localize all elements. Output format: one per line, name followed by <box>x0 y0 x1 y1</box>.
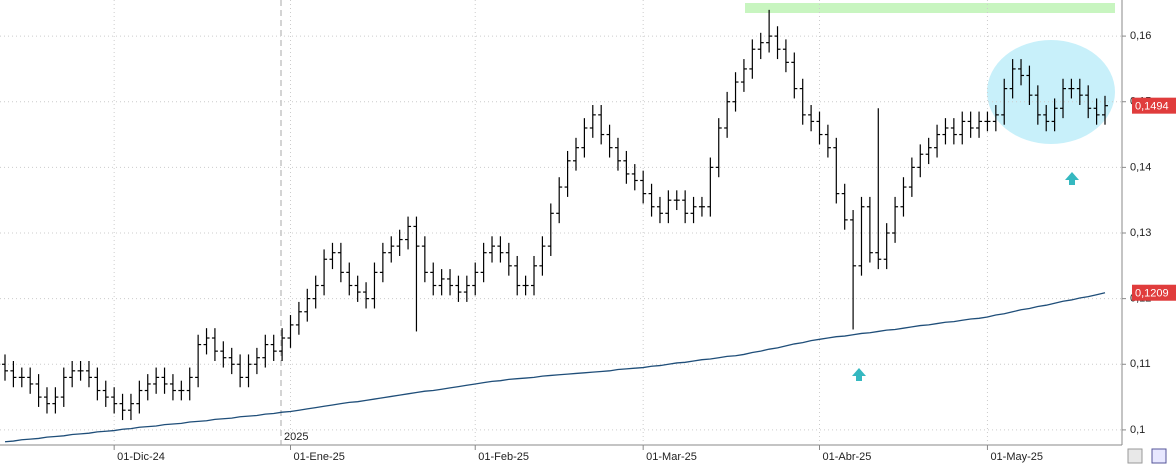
y-tick-label: 0,1 <box>1130 424 1145 436</box>
price-tag <box>1132 97 1176 114</box>
y-tick-label: 0,11 <box>1130 358 1151 370</box>
x-tick-label: 01-May-25 <box>990 451 1043 463</box>
arrow-up <box>852 368 866 381</box>
x-tick-label: 01-Feb-25 <box>478 451 529 463</box>
highlight-band <box>745 3 1115 13</box>
x-tick-label: 01-Mar-25 <box>646 451 697 463</box>
price-tag-label: 0,1494 <box>1135 101 1169 113</box>
x-tick-label: 01-Abr-25 <box>823 451 872 463</box>
y-tick-label: 0,13 <box>1130 227 1151 239</box>
y-tick-label: 0,14 <box>1130 161 1151 173</box>
highlight-ellipse <box>987 40 1115 144</box>
save-button[interactable] <box>1151 448 1167 464</box>
year-label: 2025 <box>284 431 308 443</box>
moving-average-line <box>4 292 1106 443</box>
price-tag <box>1132 284 1176 301</box>
price-tag-label: 0,1209 <box>1135 288 1169 300</box>
y-tick-label: 0,16 <box>1130 30 1151 42</box>
arrow-up <box>1065 172 1079 185</box>
x-tick-label: 01-Ene-25 <box>293 451 344 463</box>
x-tick-label: 01-Dic-24 <box>117 451 165 463</box>
toolbar-button[interactable] <box>1127 448 1143 464</box>
